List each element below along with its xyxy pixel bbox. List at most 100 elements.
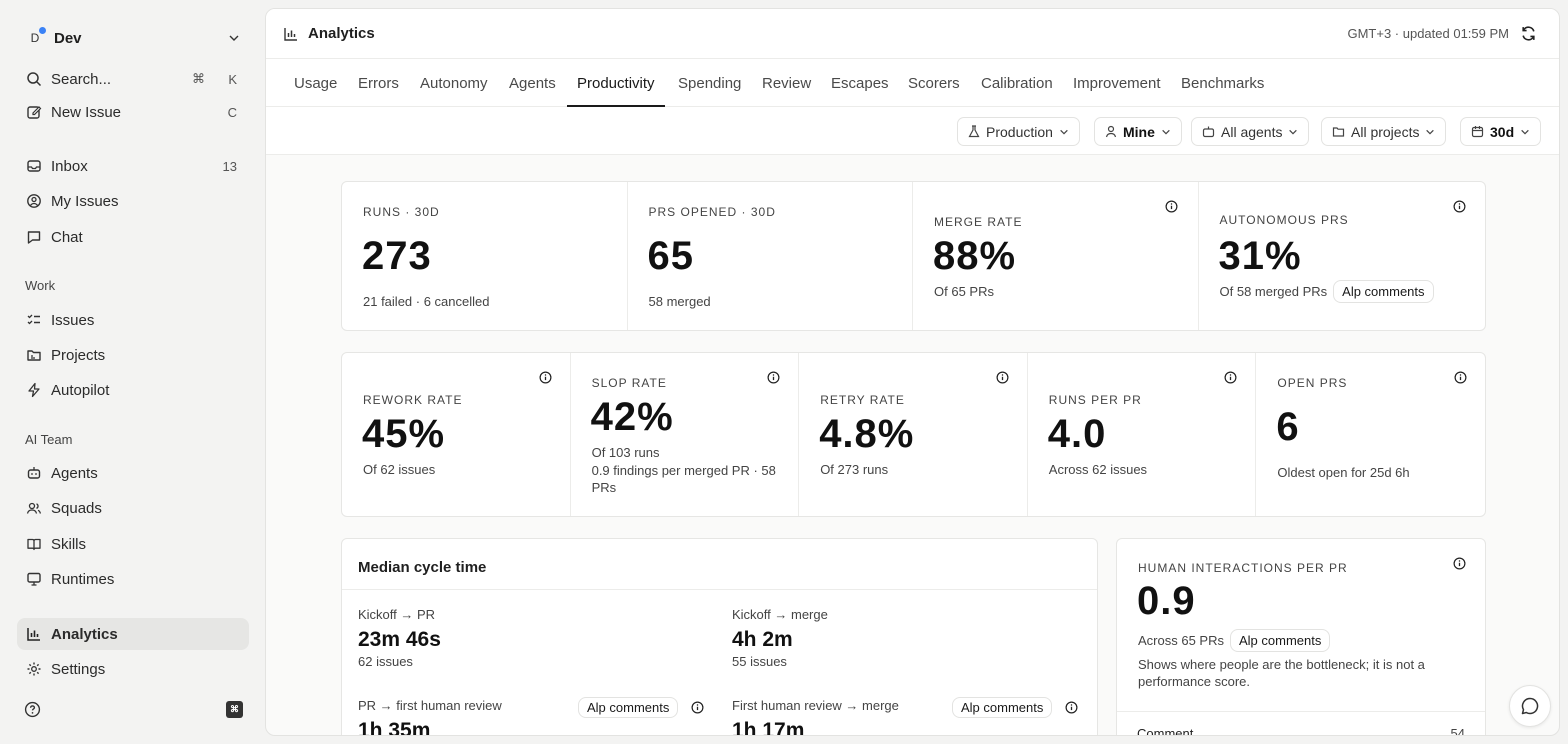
tab-errors[interactable]: Errors [358, 75, 399, 92]
active-tab-indicator [567, 105, 665, 107]
sidebar-item-label: My Issues [51, 192, 119, 210]
sidebar-item-label: Squads [51, 499, 102, 517]
kpi-sub: Oldest open for 25d 6h [1277, 465, 1410, 480]
projects-filter[interactable]: All projects [1321, 117, 1447, 146]
sidebar-item-skills[interactable]: Skills [17, 528, 249, 560]
environment-value: Production [986, 123, 1053, 140]
robot-icon [1202, 125, 1215, 138]
shortcut-key: K [228, 71, 237, 87]
interaction-count: 54 [1450, 726, 1465, 736]
chevron-down-icon [1425, 127, 1435, 137]
alp-comments-pill[interactable]: Alp comments [1229, 629, 1331, 652]
kpi-value: 65 [647, 234, 694, 278]
info-icon[interactable] [1065, 701, 1078, 714]
sidebar-item-label: Agents [51, 464, 98, 482]
filter-bar: Production Mine All agents All projects … [266, 107, 1559, 155]
projects-value: All projects [1351, 123, 1420, 140]
kpi-row-bottom: Rework rate 45% Of 62 issues Slop rate 4… [341, 352, 1486, 517]
kpi-value: 273 [362, 234, 432, 278]
alp-comments-pill[interactable]: Alp comments [578, 697, 679, 718]
chat-fab-button[interactable] [1509, 685, 1551, 727]
sidebar-item-agents[interactable]: Agents [17, 457, 249, 489]
tab-escapes[interactable]: Escapes [831, 75, 889, 92]
info-icon[interactable] [691, 701, 704, 714]
chevron-down-icon [1161, 127, 1171, 137]
monitor-icon [25, 570, 43, 588]
sidebar-item-runtimes[interactable]: Runtimes [17, 563, 249, 595]
flask-icon [968, 125, 980, 138]
info-icon[interactable] [996, 371, 1009, 384]
search-button[interactable]: Search... ⌘ K [17, 63, 249, 95]
tab-review[interactable]: Review [762, 75, 812, 92]
cycle-kickoff-to-merge: Kickoff → merge 4h 2m 55 issues [732, 607, 828, 669]
agents-filter[interactable]: All agents [1191, 117, 1310, 146]
sidebar-item-label: Skills [51, 535, 87, 553]
inbox-icon [25, 157, 43, 175]
workspace-switcher[interactable]: D Dev [24, 24, 244, 52]
sidebar-item-settings[interactable]: Settings [17, 653, 249, 685]
interaction-type: Comment [1137, 726, 1194, 736]
owner-value: Mine [1123, 123, 1155, 140]
tab-autonomy[interactable]: Autonomy [420, 75, 488, 92]
sidebar-item-label: Projects [51, 346, 106, 364]
median-cycle-time-card: Median cycle time Kickoff → PR 23m 46s 6… [341, 538, 1098, 736]
cycle-label: PR → first human review [358, 698, 502, 713]
cycle-label: First human review → merge [732, 698, 899, 713]
sidebar-item-projects[interactable]: Projects [17, 339, 249, 371]
date-range-filter[interactable]: 30d [1460, 117, 1542, 146]
kpi-label: Slop rate [591, 376, 667, 390]
pencil-square-icon [25, 103, 43, 121]
sidebar-item-my-issues[interactable]: My Issues [17, 185, 249, 217]
tab-spending[interactable]: Spending [678, 75, 742, 92]
tab-improvement[interactable]: Improvement [1073, 75, 1161, 92]
sidebar-item-autopilot[interactable]: Autopilot [17, 374, 249, 406]
workspace-name: Dev [54, 29, 82, 47]
refresh-icon[interactable] [1520, 25, 1537, 42]
page-title: Analytics [308, 25, 375, 42]
kpi-row-top: Runs · 30d 273 21 failed · 6 cancelled P… [341, 181, 1486, 331]
cycle-value: 1h 17m [732, 719, 805, 736]
cycle-kickoff-to-pr: Kickoff → PR 23m 46s 62 issues [358, 607, 441, 669]
sidebar-item-analytics[interactable]: Analytics [17, 618, 249, 650]
sidebar-item-chat[interactable]: Chat [17, 221, 249, 253]
kpi-sub: Of 103 runs [591, 445, 660, 460]
sidebar-item-label: Issues [51, 311, 95, 329]
tab-productivity[interactable]: Productivity [577, 75, 655, 92]
alp-comments-pill[interactable]: Alp comments [1333, 280, 1434, 303]
sidebar-item-squads[interactable]: Squads [17, 492, 249, 524]
tab-usage[interactable]: Usage [294, 75, 338, 92]
tab-benchmarks[interactable]: Benchmarks [1181, 75, 1265, 92]
info-icon[interactable] [1454, 371, 1467, 384]
owner-filter[interactable]: Mine [1094, 117, 1182, 146]
kpi-label: Merge rate [934, 215, 1023, 229]
kpi-label: PRs opened · 30d [648, 205, 776, 219]
sidebar-item-inbox[interactable]: Inbox 13 [17, 150, 249, 182]
help-icon[interactable] [24, 701, 41, 718]
info-icon[interactable] [539, 371, 552, 384]
app-logo-icon[interactable]: ⌘ [226, 701, 243, 718]
kpi-sub: Across 62 issues [1048, 462, 1148, 477]
kpi-value: 42% [590, 395, 674, 439]
cycle-sub: 55 issues [732, 654, 787, 669]
kpi-sub-group: Of 58 merged PRs Alp comments [1220, 280, 1434, 303]
new-issue-button[interactable]: New Issue C [17, 96, 249, 128]
info-icon[interactable] [1453, 200, 1466, 213]
info-icon[interactable] [767, 371, 780, 384]
gear-icon [25, 660, 43, 678]
environment-filter[interactable]: Production [957, 117, 1080, 146]
page-header: Analytics GMT+3 · updated 01:59 PM [266, 9, 1559, 59]
tab-agents[interactable]: Agents [509, 75, 556, 92]
chevron-down-icon [1520, 127, 1530, 137]
alp-comments-pill[interactable]: Alp comments [952, 697, 1053, 718]
info-icon[interactable] [1224, 371, 1237, 384]
bar-chart-icon [25, 625, 43, 643]
kpi-label: Human interactions per PR [1138, 561, 1348, 575]
kpi-sub-group: Across 65 PRs Alp comments [1138, 629, 1331, 652]
info-icon[interactable] [1165, 200, 1178, 213]
kpi-value: 31% [1218, 234, 1302, 278]
search-icon [25, 70, 43, 88]
sidebar-item-issues[interactable]: Issues [17, 304, 249, 336]
info-icon[interactable] [1453, 557, 1466, 570]
tab-calibration[interactable]: Calibration [981, 75, 1053, 92]
tab-scorers[interactable]: Scorers [908, 75, 960, 92]
